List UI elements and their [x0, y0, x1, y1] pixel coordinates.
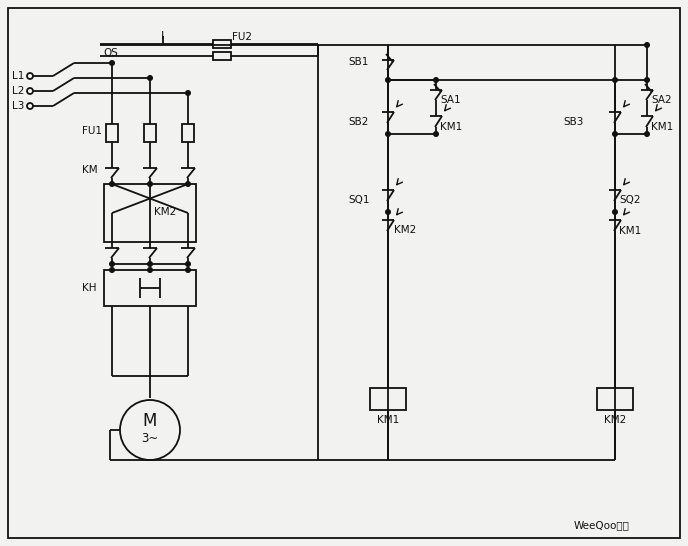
- Circle shape: [109, 61, 114, 66]
- Text: M: M: [143, 412, 157, 430]
- Text: KM2: KM2: [154, 207, 176, 217]
- Circle shape: [148, 268, 152, 272]
- Circle shape: [645, 132, 649, 136]
- Text: KM: KM: [82, 165, 98, 175]
- Bar: [104, 184, 196, 242]
- Bar: [213, 52, 231, 60]
- Bar: [182, 124, 194, 142]
- Text: L1: L1: [12, 71, 24, 81]
- Text: KM1: KM1: [440, 122, 462, 132]
- Circle shape: [186, 262, 191, 266]
- Text: KH: KH: [82, 283, 96, 293]
- Text: KM2: KM2: [604, 415, 626, 425]
- Text: SQ1: SQ1: [348, 195, 369, 205]
- Circle shape: [109, 262, 114, 266]
- Circle shape: [645, 78, 649, 82]
- Circle shape: [386, 78, 390, 82]
- Bar: [597, 388, 633, 410]
- Text: SB1: SB1: [348, 57, 368, 67]
- Text: SB2: SB2: [348, 117, 368, 127]
- Circle shape: [186, 91, 191, 96]
- Circle shape: [186, 268, 191, 272]
- Text: 3~: 3~: [141, 432, 159, 446]
- Circle shape: [386, 132, 390, 136]
- Text: QS: QS: [103, 48, 118, 58]
- Text: KM1: KM1: [651, 122, 674, 132]
- Circle shape: [109, 268, 114, 272]
- Text: KM2: KM2: [394, 225, 416, 235]
- Circle shape: [148, 76, 152, 80]
- Bar: [106, 124, 118, 142]
- Circle shape: [613, 210, 617, 214]
- Text: FU1: FU1: [82, 126, 102, 136]
- Text: KM1: KM1: [619, 226, 641, 236]
- Circle shape: [148, 262, 152, 266]
- Bar: [370, 388, 406, 410]
- Text: SA2: SA2: [651, 95, 671, 105]
- Circle shape: [433, 78, 438, 82]
- Circle shape: [645, 43, 649, 48]
- Text: SB3: SB3: [563, 117, 583, 127]
- Bar: [104, 270, 196, 306]
- Text: L3: L3: [12, 101, 24, 111]
- Circle shape: [109, 182, 114, 186]
- Text: I: I: [162, 31, 164, 41]
- Circle shape: [613, 78, 617, 82]
- Text: WeeQoo维库: WeeQoo维库: [574, 520, 630, 530]
- Text: FU2: FU2: [232, 32, 252, 42]
- Circle shape: [433, 132, 438, 136]
- Text: SA1: SA1: [440, 95, 461, 105]
- Bar: [213, 40, 231, 48]
- Bar: [144, 124, 156, 142]
- Circle shape: [148, 182, 152, 186]
- Text: SQ2: SQ2: [619, 195, 641, 205]
- Circle shape: [386, 210, 390, 214]
- Text: L2: L2: [12, 86, 24, 96]
- Circle shape: [186, 182, 191, 186]
- Text: KM1: KM1: [377, 415, 399, 425]
- Circle shape: [613, 132, 617, 136]
